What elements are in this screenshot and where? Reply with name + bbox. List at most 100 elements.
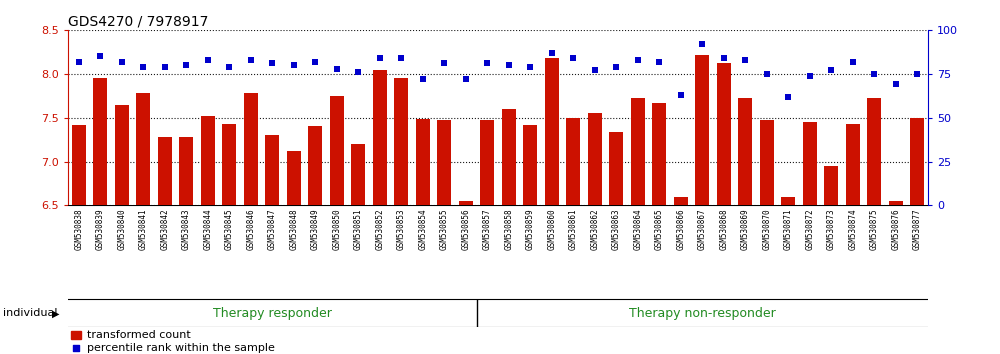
- Bar: [330, 96, 344, 205]
- Text: GSM530861: GSM530861: [569, 208, 578, 250]
- Text: Therapy responder: Therapy responder: [213, 307, 332, 320]
- Bar: [222, 124, 236, 205]
- Text: percentile rank within the sample: percentile rank within the sample: [87, 343, 275, 353]
- Bar: [287, 151, 301, 205]
- Bar: [459, 201, 473, 205]
- Point: [200, 57, 216, 63]
- Text: GSM530860: GSM530860: [547, 208, 556, 250]
- Text: GSM530863: GSM530863: [612, 208, 621, 250]
- Bar: [71, 331, 81, 339]
- Text: GSM530847: GSM530847: [268, 208, 277, 250]
- Bar: [889, 201, 903, 205]
- Text: GSM530872: GSM530872: [805, 208, 814, 250]
- Text: GSM530846: GSM530846: [246, 208, 255, 250]
- Point: [350, 69, 366, 75]
- Point: [759, 71, 775, 77]
- Text: GSM530869: GSM530869: [741, 208, 750, 250]
- Bar: [394, 78, 408, 205]
- Bar: [502, 109, 516, 205]
- Bar: [631, 98, 645, 205]
- Text: GSM530867: GSM530867: [698, 208, 707, 250]
- Bar: [201, 116, 215, 205]
- Point: [866, 71, 882, 77]
- Bar: [910, 118, 924, 205]
- Bar: [717, 63, 731, 205]
- Point: [716, 55, 732, 61]
- Text: GSM530841: GSM530841: [139, 208, 148, 250]
- Point: [264, 61, 280, 66]
- Point: [479, 61, 495, 66]
- Point: [114, 59, 130, 64]
- Point: [501, 62, 517, 68]
- Bar: [566, 118, 580, 205]
- Point: [436, 61, 452, 66]
- Text: GSM530842: GSM530842: [160, 208, 169, 250]
- Text: GSM530859: GSM530859: [526, 208, 535, 250]
- Bar: [803, 122, 817, 205]
- Point: [221, 64, 237, 70]
- Bar: [244, 93, 258, 205]
- Bar: [308, 126, 322, 205]
- Text: GSM530870: GSM530870: [762, 208, 771, 250]
- Point: [888, 81, 904, 87]
- Text: GSM530855: GSM530855: [440, 208, 449, 250]
- Bar: [738, 98, 752, 205]
- Point: [71, 59, 87, 64]
- Text: GSM530857: GSM530857: [483, 208, 492, 250]
- Text: GSM530852: GSM530852: [375, 208, 384, 250]
- Point: [565, 55, 581, 61]
- Point: [393, 55, 409, 61]
- Text: GSM530844: GSM530844: [203, 208, 212, 250]
- Point: [909, 71, 925, 77]
- Point: [522, 64, 538, 70]
- Point: [737, 57, 753, 63]
- Text: GSM530873: GSM530873: [827, 208, 836, 250]
- Text: GSM530875: GSM530875: [870, 208, 879, 250]
- Text: GSM530877: GSM530877: [913, 208, 922, 250]
- Point: [845, 59, 861, 64]
- Point: [608, 64, 624, 70]
- Bar: [760, 120, 774, 205]
- Point: [372, 55, 388, 61]
- Point: [802, 73, 818, 79]
- Bar: [824, 166, 838, 205]
- Point: [587, 68, 603, 73]
- Text: GSM530868: GSM530868: [719, 208, 728, 250]
- Point: [673, 92, 689, 98]
- Text: GSM530840: GSM530840: [117, 208, 126, 250]
- Bar: [846, 124, 860, 205]
- Point: [823, 68, 839, 73]
- Bar: [674, 196, 688, 205]
- Point: [329, 66, 345, 72]
- Text: GDS4270 / 7978917: GDS4270 / 7978917: [68, 15, 208, 29]
- Text: GSM530849: GSM530849: [311, 208, 320, 250]
- Text: GSM530848: GSM530848: [289, 208, 298, 250]
- Bar: [351, 144, 365, 205]
- Point: [544, 50, 560, 56]
- Text: GSM530856: GSM530856: [461, 208, 470, 250]
- Point: [780, 94, 796, 99]
- Point: [135, 64, 151, 70]
- Point: [694, 41, 710, 47]
- Text: GSM530858: GSM530858: [504, 208, 513, 250]
- Bar: [136, 93, 150, 205]
- Text: GSM530865: GSM530865: [655, 208, 664, 250]
- Bar: [867, 98, 881, 205]
- Text: GSM530874: GSM530874: [848, 208, 857, 250]
- Point: [415, 76, 431, 82]
- Text: GSM530876: GSM530876: [891, 208, 900, 250]
- Bar: [72, 125, 86, 205]
- Text: GSM530864: GSM530864: [633, 208, 642, 250]
- Text: transformed count: transformed count: [87, 330, 191, 340]
- Bar: [523, 125, 537, 205]
- Point: [157, 64, 173, 70]
- Point: [68, 346, 84, 351]
- Text: GSM530854: GSM530854: [418, 208, 427, 250]
- Text: ▶: ▶: [52, 308, 60, 318]
- Bar: [437, 120, 451, 205]
- Text: GSM530866: GSM530866: [676, 208, 685, 250]
- Point: [458, 76, 474, 82]
- Bar: [416, 119, 430, 205]
- Text: GSM530838: GSM530838: [74, 208, 83, 250]
- Text: GSM530853: GSM530853: [397, 208, 406, 250]
